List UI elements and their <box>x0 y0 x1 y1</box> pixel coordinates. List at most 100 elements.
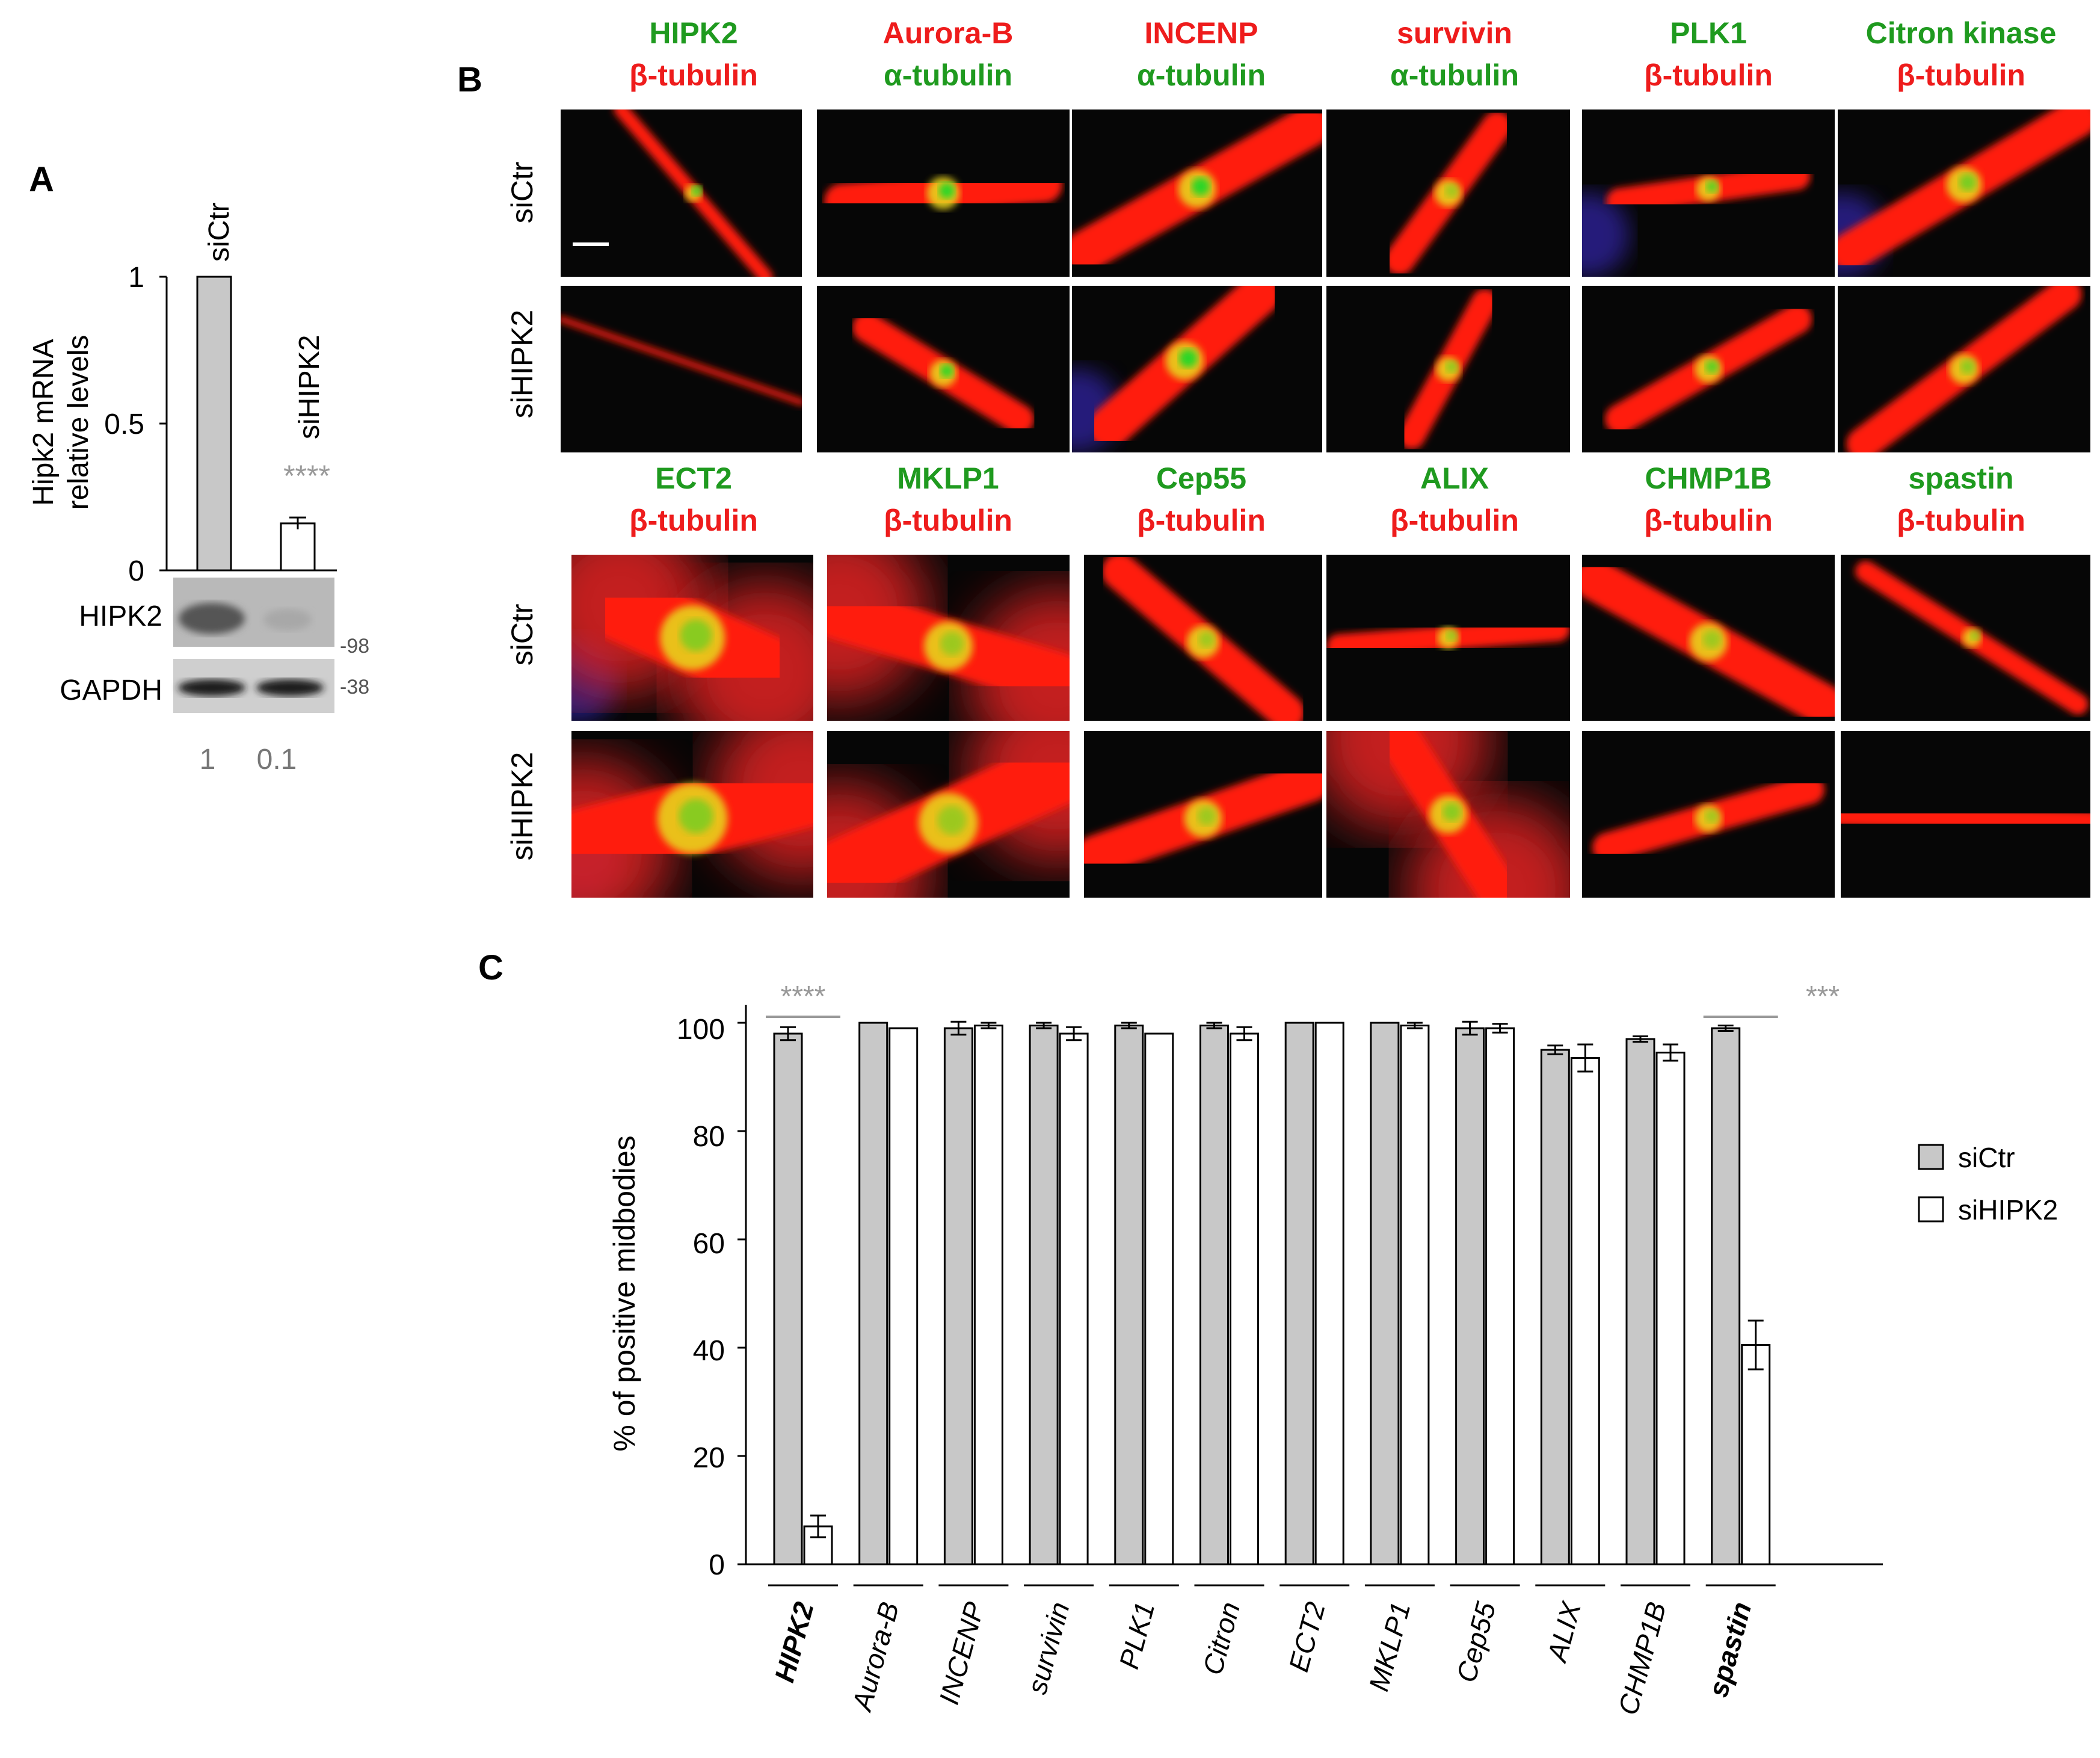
micrograph-panel <box>561 109 802 277</box>
micrograph-panel <box>827 555 1070 721</box>
panel-a-western-blot: HIPK2 GAPDH -98 -38 1 0.1 <box>60 578 369 776</box>
x-tick-label: CHMP1B <box>1612 1599 1672 1718</box>
header-bottom-line2: β-tubulin <box>1897 504 2025 537</box>
green-marker <box>1970 631 1980 640</box>
header-top-line2: α-tubulin <box>1137 58 1266 92</box>
panel-c-label: C <box>478 948 503 987</box>
panel-a-bar <box>196 276 232 572</box>
header-bottom-line2: β-tubulin <box>1390 504 1519 537</box>
micrograph-panel <box>827 731 1070 898</box>
panel-c-y-tick: 100 <box>677 1014 725 1046</box>
panel-c-y-tick: 60 <box>693 1228 725 1260</box>
bar-sictr-aurora-b <box>858 1022 888 1565</box>
micrograph-panel <box>1326 731 1570 898</box>
green-marker <box>1197 807 1216 825</box>
header-bottom-line2: β-tubulin <box>1644 504 1773 537</box>
green-marker <box>1443 803 1461 821</box>
green-marker <box>938 182 955 199</box>
green-marker <box>1191 177 1210 196</box>
micrograph-panel <box>1582 555 1835 721</box>
x-tick-label: INCENP <box>933 1599 990 1708</box>
green-marker <box>1445 184 1459 197</box>
green-marker <box>692 186 702 196</box>
tubulin-bridge <box>1841 802 2090 835</box>
micrograph-panel <box>1582 731 1835 898</box>
micrograph-background <box>561 109 802 277</box>
micrograph-panel <box>1072 286 1322 452</box>
header-bottom-line1: CHMP1B <box>1645 461 1772 495</box>
panel-c-y-tick: 0 <box>709 1549 725 1581</box>
row-label-sictr: siCtr <box>505 162 539 224</box>
header-top-line1: survivin <box>1397 16 1512 50</box>
panel-c-bar-chart: 0 20 40 60 80 100 **** *** HIPK2 Aurora-B… <box>677 981 1883 1718</box>
bar-sictr-cep55 <box>1455 1027 1485 1565</box>
x-tick-label: survivin <box>1021 1599 1076 1697</box>
x-tick-label: ALIX <box>1541 1597 1587 1667</box>
micrograph-panel <box>1841 731 2090 898</box>
blot-marker-98: -98 <box>340 635 369 658</box>
bar-sictr-hipk2 <box>773 1032 803 1565</box>
panel-c-ylabel: % of positive midbodies <box>608 1135 641 1451</box>
x-tick-label: Citron <box>1196 1599 1246 1678</box>
panel-c-significance-spastin: *** <box>1806 981 1840 1013</box>
header-bottom-line2: β-tubulin <box>1137 504 1266 537</box>
bar-sihipk2-plk1 <box>1144 1032 1174 1565</box>
micrograph-panel <box>1582 109 1835 277</box>
green-marker <box>1178 349 1198 368</box>
green-marker <box>937 806 967 835</box>
green-marker <box>1702 630 1722 649</box>
x-tick-label: ECT2 <box>1282 1599 1331 1675</box>
panel-a-y-tick: 0.5 <box>104 409 144 440</box>
bar-sihipk2-citron <box>1230 1032 1259 1565</box>
panel-b: B siCtr siHIPK2 siCtr siHIPK2 HIPK2 β-tu… <box>457 16 2090 898</box>
panel-c: C % of positive midbodies 0 20 40 60 80 … <box>478 948 2058 1718</box>
panel-b-label: B <box>457 60 482 99</box>
header-bottom-line1: ALIX <box>1420 461 1489 495</box>
bar-sihipk2-incenp <box>973 1025 1003 1565</box>
blot-band <box>263 609 312 631</box>
header-top-line1: INCENP <box>1145 16 1258 50</box>
green-marker <box>680 619 712 652</box>
header-top-line1: HIPK2 <box>649 16 737 50</box>
legend-label-sihipk2: siHIPK2 <box>1958 1194 2058 1226</box>
bar-sictr-chmp1b <box>1625 1038 1655 1565</box>
green-marker <box>1198 631 1215 648</box>
panel-c-significance-hipk2: **** <box>781 981 826 1013</box>
green-marker <box>1446 630 1458 641</box>
x-tick-label: Cep55 <box>1450 1599 1501 1686</box>
panel-a-ylabel-line1: Hipk2 mRNA <box>28 339 60 505</box>
bar-sictr-survivin <box>1029 1025 1059 1565</box>
panel-c-y-tick: 20 <box>693 1442 725 1474</box>
micrograph-panel <box>1838 109 2090 277</box>
green-marker <box>1959 173 1977 191</box>
green-marker <box>940 632 964 656</box>
bar-sihipk2-cep55 <box>1485 1027 1515 1565</box>
header-top-line1: Aurora-B <box>883 16 1014 50</box>
green-marker <box>1705 809 1719 823</box>
x-tick-label: PLK1 <box>1113 1599 1160 1672</box>
header-bottom-line1: Cep55 <box>1156 461 1246 495</box>
micrograph-panel <box>571 555 813 721</box>
legend-swatch-sihipk2 <box>1918 1196 1944 1223</box>
bar-sihipk2-survivin <box>1059 1032 1089 1565</box>
row-label-sictr: siCtr <box>505 604 539 666</box>
micrograph-grid <box>561 109 2090 898</box>
micrograph-panel <box>817 286 1070 452</box>
blot-label-hipk2: HIPK2 <box>79 600 162 632</box>
x-tick-label: HIPK2 <box>768 1599 819 1686</box>
bar-sihipk2-alix <box>1570 1057 1600 1565</box>
blot-label-gapdh: GAPDH <box>60 674 162 706</box>
panel-a-y-tick: 1 <box>128 262 144 294</box>
header-bottom-line1: MKLP1 <box>897 461 999 495</box>
x-tick-label: Aurora-B <box>846 1599 905 1715</box>
blot-band <box>179 603 245 634</box>
bar-sictr-plk1 <box>1114 1025 1144 1565</box>
legend-swatch-sictr <box>1918 1144 1944 1170</box>
green-marker <box>940 364 953 378</box>
bar-sihipk2-spastin <box>1741 1344 1771 1565</box>
bar-sihipk2-ect2 <box>1314 1022 1344 1565</box>
panel-a-bar-chart: 0 0.5 1 siCtr siHIPK2 **** <box>104 202 337 587</box>
micrograph-panel <box>561 286 802 452</box>
panel-a-y-tick: 0 <box>128 555 144 587</box>
